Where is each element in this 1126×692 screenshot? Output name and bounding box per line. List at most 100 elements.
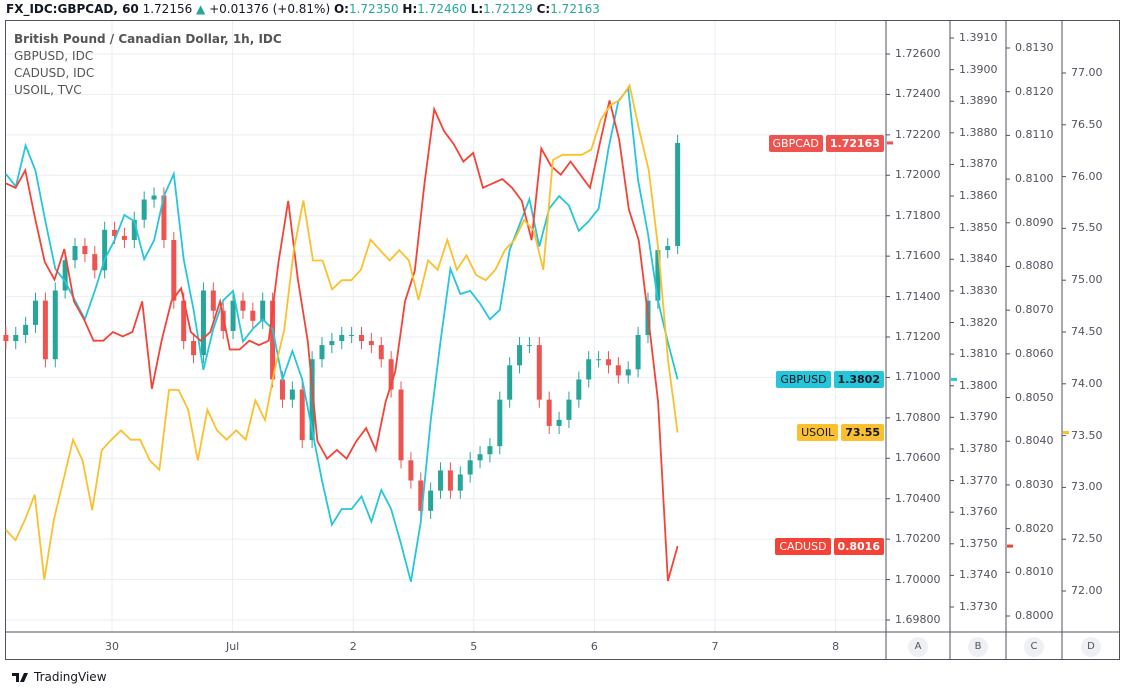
last-value-badge-cadusd: 0.8016 bbox=[833, 538, 884, 556]
branding-label: TradingView bbox=[34, 670, 107, 684]
legend-usoil[interactable]: USOIL, TVC bbox=[14, 83, 82, 97]
y-tick-label-C: 0.8110 bbox=[1015, 128, 1054, 142]
candle-body bbox=[467, 460, 473, 475]
candle-body bbox=[625, 369, 631, 376]
candle-body bbox=[665, 246, 671, 251]
symbol-label[interactable]: FX_IDC:GBPCAD, 60 bbox=[6, 2, 139, 16]
y-tick-label-C: 0.8100 bbox=[1015, 172, 1054, 186]
candle-body bbox=[42, 300, 48, 360]
last-value-marker-usoil bbox=[1063, 430, 1069, 434]
y-tick-label-D: 74.50 bbox=[1071, 325, 1103, 338]
low-label: L: bbox=[470, 2, 484, 16]
candle-body bbox=[408, 460, 414, 481]
candle-body bbox=[388, 359, 394, 390]
series-line-usoil bbox=[5, 83, 679, 580]
candle-body bbox=[3, 334, 9, 342]
axis-button-C[interactable]: C bbox=[1024, 637, 1044, 657]
y-tick-label-D: 72.50 bbox=[1071, 532, 1103, 546]
candle-body bbox=[230, 300, 236, 331]
candle-body bbox=[171, 239, 177, 301]
open-label: O: bbox=[333, 2, 349, 16]
y-tick-label-C: 0.8080 bbox=[1015, 259, 1054, 273]
axis-button-B[interactable]: B bbox=[968, 637, 988, 657]
candle-body bbox=[260, 300, 266, 321]
y-tick-label-D: 74.00 bbox=[1071, 376, 1103, 390]
candle-body bbox=[141, 199, 147, 220]
y-tick-label-B: 1.3820 bbox=[959, 315, 998, 329]
series-name-badge-gbpcad: GBPCAD bbox=[768, 134, 823, 152]
legend-cadusd[interactable]: CADUSD, IDC bbox=[14, 66, 95, 80]
y-tick-label-B: 1.3830 bbox=[959, 283, 998, 297]
y-tick-label-A: 1.72200 bbox=[895, 127, 941, 141]
legend-main[interactable]: British Pound / Canadian Dollar, 1h, IDC bbox=[14, 32, 282, 46]
candle-body bbox=[438, 470, 444, 491]
tradingview-logo[interactable]: TradingView bbox=[12, 670, 107, 684]
last-value-marker-gbpcad bbox=[887, 141, 893, 145]
y-tick-label-A: 1.71200 bbox=[895, 330, 941, 343]
series-line-cadusd bbox=[5, 100, 679, 582]
y-tick-label-B: 1.3750 bbox=[959, 536, 998, 550]
y-tick-label-D: 76.50 bbox=[1071, 117, 1103, 131]
candle-body bbox=[23, 324, 29, 335]
candle-body bbox=[52, 290, 58, 360]
candle-body bbox=[319, 345, 325, 360]
y-tick-label-B: 1.3850 bbox=[959, 220, 998, 234]
candle-body bbox=[299, 389, 305, 441]
candle-body bbox=[240, 300, 246, 311]
x-tick-label: 30 bbox=[105, 640, 119, 653]
price-change: +0.01376 (+0.81%) bbox=[209, 2, 331, 16]
candle-body bbox=[586, 359, 592, 380]
y-tick-label-C: 0.8060 bbox=[1015, 346, 1054, 360]
candle-body bbox=[339, 334, 345, 342]
y-tick-label-C: 0.8010 bbox=[1015, 565, 1054, 579]
last-value-marker-gbpusd bbox=[951, 377, 957, 381]
candle-body bbox=[497, 399, 503, 447]
high-value: 1.72460 bbox=[417, 2, 467, 16]
candle-body bbox=[250, 310, 256, 321]
candle-body bbox=[536, 345, 542, 400]
candle-body bbox=[457, 474, 463, 491]
high-label: H: bbox=[402, 2, 418, 16]
candle-body bbox=[92, 254, 98, 271]
last-price: 1.72156 bbox=[142, 2, 193, 16]
candle-body bbox=[418, 480, 424, 511]
y-tick-label-B: 1.3840 bbox=[959, 252, 998, 266]
up-arrow-icon: ▲ bbox=[196, 2, 206, 16]
candle-body bbox=[487, 446, 493, 455]
candle-body bbox=[279, 379, 285, 400]
candle-body bbox=[102, 229, 108, 271]
candle-body bbox=[112, 229, 118, 236]
y-tick-label-D: 75.00 bbox=[1071, 273, 1103, 287]
candle-body bbox=[368, 341, 374, 346]
candle-body bbox=[200, 290, 206, 356]
axis-button-D[interactable]: D bbox=[1081, 637, 1101, 657]
y-tick-label-B: 1.3760 bbox=[959, 505, 998, 519]
y-tick-label-D: 75.50 bbox=[1071, 221, 1103, 235]
candle-body bbox=[121, 235, 127, 240]
y-tick-label-A: 1.72000 bbox=[895, 168, 941, 182]
candle-body bbox=[161, 195, 167, 240]
last-value-marker-cadusd bbox=[1007, 544, 1013, 548]
last-value-badge-gbpusd: 1.3802 bbox=[833, 371, 884, 389]
y-tick-label-B: 1.3880 bbox=[959, 125, 998, 139]
candle-body bbox=[151, 195, 157, 200]
x-tick-label: 8 bbox=[832, 640, 840, 653]
close-value: 1.72163 bbox=[550, 2, 600, 16]
y-tick-label-B: 1.3910 bbox=[959, 31, 998, 44]
legend-gbpusd[interactable]: GBPUSD, IDC bbox=[14, 49, 94, 63]
candle-body bbox=[566, 399, 572, 420]
candle-body bbox=[655, 250, 661, 301]
y-tick-label-C: 0.8030 bbox=[1015, 477, 1054, 491]
candle-body bbox=[72, 246, 78, 261]
candle-body bbox=[675, 142, 681, 247]
y-tick-label-C: 0.8000 bbox=[1015, 609, 1054, 622]
candle-body bbox=[398, 389, 404, 461]
tradingview-icon bbox=[12, 673, 28, 682]
y-tick-label-A: 1.70800 bbox=[895, 410, 941, 424]
candle-body bbox=[210, 290, 216, 311]
y-tick-label-D: 73.50 bbox=[1071, 428, 1103, 442]
candle-body bbox=[309, 359, 315, 441]
y-tick-label-B: 1.3890 bbox=[959, 94, 998, 108]
axis-button-A[interactable]: A bbox=[908, 637, 928, 657]
